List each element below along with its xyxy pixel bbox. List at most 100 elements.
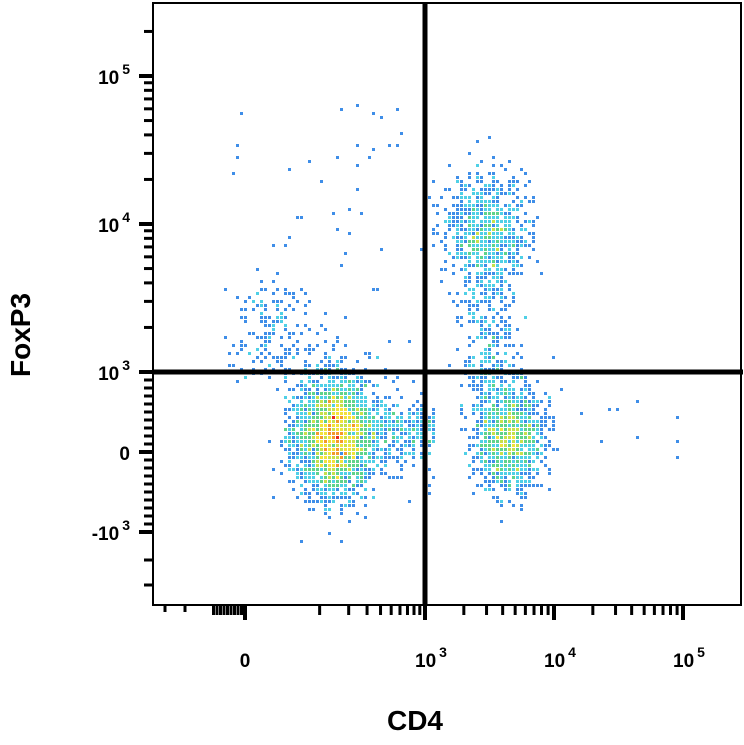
event-dot <box>316 480 319 483</box>
event-dot <box>324 424 327 427</box>
event-dot <box>500 240 503 243</box>
event-dot <box>580 412 583 415</box>
event-dot <box>480 284 483 287</box>
event-dot <box>256 292 259 295</box>
event-dot <box>524 220 527 223</box>
event-dot <box>292 452 295 455</box>
event-dot <box>368 420 371 423</box>
event-dot <box>284 396 287 399</box>
event-dot <box>508 244 511 247</box>
event-dot <box>352 400 355 403</box>
event-dot <box>320 404 323 407</box>
event-dot <box>420 392 423 395</box>
event-dot <box>360 456 363 459</box>
event-dot <box>504 460 507 463</box>
event-dot <box>324 436 327 439</box>
event-dot <box>472 220 475 223</box>
event-dot <box>348 412 351 415</box>
event-dot <box>364 472 367 475</box>
event-dot <box>392 420 395 423</box>
event-dot <box>488 136 491 139</box>
event-dot <box>336 376 339 379</box>
event-dot <box>328 392 331 395</box>
event-dot <box>384 448 387 451</box>
event-dot <box>236 380 239 383</box>
event-dot <box>480 352 483 355</box>
event-dot <box>420 424 423 427</box>
event-dot <box>332 404 335 407</box>
event-dot <box>548 440 551 443</box>
event-dot <box>256 348 259 351</box>
event-dot <box>432 232 435 235</box>
event-dot <box>504 468 507 471</box>
event-dot <box>492 464 495 467</box>
event-dot <box>496 448 499 451</box>
event-dot <box>340 476 343 479</box>
event-dot <box>304 464 307 467</box>
event-dot <box>528 424 531 427</box>
event-dot <box>488 300 491 303</box>
event-dot <box>500 208 503 211</box>
event-dot <box>356 476 359 479</box>
event-dot <box>336 388 339 391</box>
event-dot <box>332 392 335 395</box>
event-dot <box>488 304 491 307</box>
event-dot <box>520 456 523 459</box>
event-dot <box>460 196 463 199</box>
event-dot <box>496 364 499 367</box>
event-dot <box>304 468 307 471</box>
event-dot <box>488 248 491 251</box>
event-dot <box>288 424 291 427</box>
event-dot <box>368 436 371 439</box>
event-dot <box>284 408 287 411</box>
event-dot <box>524 240 527 243</box>
event-dot <box>520 448 523 451</box>
event-dot <box>508 236 511 239</box>
event-dot <box>516 208 519 211</box>
event-dot <box>332 456 335 459</box>
event-dot <box>532 452 535 455</box>
event-dot <box>472 236 475 239</box>
event-dot <box>344 496 347 499</box>
event-dot <box>452 300 455 303</box>
event-dot <box>248 332 251 335</box>
event-dot <box>512 236 515 239</box>
event-dot <box>520 452 523 455</box>
event-dot <box>304 388 307 391</box>
event-dot <box>488 288 491 291</box>
event-dot <box>304 440 307 443</box>
event-dot <box>484 452 487 455</box>
event-dot <box>496 180 499 183</box>
event-dot <box>488 236 491 239</box>
event-dot <box>432 428 435 431</box>
event-dot <box>268 376 271 379</box>
event-dot <box>412 436 415 439</box>
event-dot <box>472 408 475 411</box>
x-axis-title: CD4 <box>387 705 443 736</box>
event-dot <box>504 404 507 407</box>
event-dot <box>508 416 511 419</box>
event-dot <box>332 484 335 487</box>
event-dot <box>340 436 343 439</box>
event-dot <box>508 388 511 391</box>
event-dot <box>308 420 311 423</box>
event-dot <box>308 456 311 459</box>
event-dot <box>488 344 491 347</box>
event-dot <box>444 236 447 239</box>
event-dot <box>464 364 467 367</box>
event-dot <box>452 236 455 239</box>
event-dot <box>444 268 447 271</box>
event-dot <box>488 220 491 223</box>
event-dot <box>336 444 339 447</box>
event-dot <box>496 412 499 415</box>
event-dot <box>324 416 327 419</box>
event-dot <box>316 440 319 443</box>
event-dot <box>320 476 323 479</box>
event-dot <box>508 160 511 163</box>
event-dot <box>340 496 343 499</box>
event-dot <box>308 364 311 367</box>
event-dot <box>336 336 339 339</box>
event-dot <box>472 240 475 243</box>
event-dot <box>284 324 287 327</box>
event-dot <box>504 472 507 475</box>
